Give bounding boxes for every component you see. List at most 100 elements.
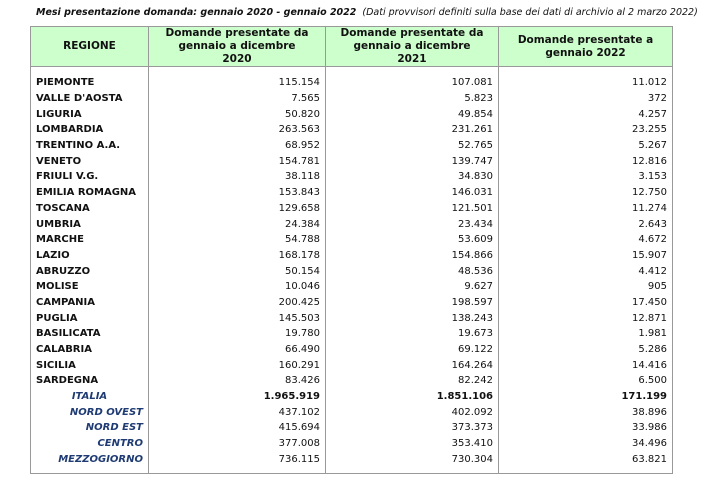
count-cell: 263.563 xyxy=(148,122,326,138)
region-name: TRENTINO A.A. xyxy=(30,137,149,154)
count-cell: 11.012 xyxy=(498,75,673,91)
region-row: FRIULI V.G. 38.118 34.830 3.153 xyxy=(30,169,673,185)
region-row: ABRUZZO 50.154 48.536 4.412 xyxy=(30,263,673,279)
region-row: LOMBARDIA 263.563 231.261 23.255 xyxy=(30,122,673,138)
header-cell: Domande presentate da gennaio a dicembre… xyxy=(148,26,326,67)
count-cell: 372 xyxy=(498,90,673,107)
region-row: PIEMONTE 115.154 107.081 11.012 xyxy=(30,75,673,91)
count-cell: 437.102 xyxy=(148,404,326,421)
count-cell: 38.118 xyxy=(148,169,326,185)
summary-row: MEZZOGIORNO 736.115 730.304 63.821 xyxy=(30,451,673,474)
count-cell: 5.267 xyxy=(498,137,673,154)
region-name: FRIULI V.G. xyxy=(30,169,149,185)
region-name: LAZIO xyxy=(30,247,149,264)
count-cell: 121.501 xyxy=(325,200,499,217)
count-cell: 905 xyxy=(498,278,673,295)
count-cell: 69.122 xyxy=(325,341,499,358)
count-cell: 34.496 xyxy=(498,435,673,452)
table-body: PIEMONTE 115.154 107.081 11.012 VALLE D'AOST… xyxy=(30,66,673,474)
header-cell: Domande presentate a gennaio 2022 xyxy=(498,26,673,67)
header-cell: REGIONE xyxy=(30,26,149,67)
region-row: TOSCANA 129.658 121.501 11.274 xyxy=(30,200,673,217)
region-name: CAMPANIA xyxy=(30,294,149,311)
count-cell: 402.092 xyxy=(325,404,499,421)
count-cell: 139.747 xyxy=(325,153,499,170)
region-row: TRENTINO A.A. 68.952 52.765 5.267 xyxy=(30,137,673,154)
region-row: LIGURIA 50.820 49.854 4.257 xyxy=(30,106,673,123)
region-row: SARDEGNA 83.426 82.242 6.500 xyxy=(30,373,673,389)
region-name: CENTRO xyxy=(30,435,149,452)
data-table: REGIONE Domande presentate da gennaio a … xyxy=(30,26,673,475)
region-name: UMBRIA xyxy=(30,216,149,232)
region-name: LOMBARDIA xyxy=(30,122,149,138)
count-cell: 5.823 xyxy=(325,90,499,107)
region-row: CALABRIA 66.490 69.122 5.286 xyxy=(30,341,673,358)
count-cell: 83.426 xyxy=(148,373,326,389)
summary-row: NORD EST 415.694 373.373 33.986 xyxy=(30,420,673,436)
region-name: NORD OVEST xyxy=(30,404,149,421)
region-name: MOLISE xyxy=(30,278,149,295)
count-cell: 4.257 xyxy=(498,106,673,123)
count-cell: 373.373 xyxy=(325,420,499,436)
count-cell: 115.154 xyxy=(148,75,326,91)
count-cell: 164.264 xyxy=(325,357,499,374)
count-cell: 198.597 xyxy=(325,294,499,311)
count-cell: 1.965.919 xyxy=(148,388,326,405)
region-name: VALLE D'AOSTA xyxy=(30,90,149,107)
count-cell: 145.503 xyxy=(148,310,326,326)
count-cell: 146.031 xyxy=(325,184,499,201)
count-cell: 200.425 xyxy=(148,294,326,311)
region-name: ABRUZZO xyxy=(30,263,149,279)
count-cell: 231.261 xyxy=(325,122,499,138)
count-cell: 34.830 xyxy=(325,169,499,185)
region-name: SICILIA xyxy=(30,357,149,374)
count-cell: 24.384 xyxy=(148,216,326,232)
region-row: MOLISE 10.046 9.627 905 xyxy=(30,278,673,295)
count-cell: 33.986 xyxy=(498,420,673,436)
count-cell: 12.871 xyxy=(498,310,673,326)
count-cell: 377.008 xyxy=(148,435,326,452)
count-cell: 5.286 xyxy=(498,341,673,358)
region-name: ITALIA xyxy=(30,388,149,405)
spacer-row xyxy=(30,66,673,75)
region-row: EMILIA ROMAGNA 153.843 146.031 12.750 xyxy=(30,184,673,201)
count-cell: 15.907 xyxy=(498,247,673,264)
region-name: TOSCANA xyxy=(30,200,149,217)
count-cell: 82.242 xyxy=(325,373,499,389)
summary-row: NORD OVEST 437.102 402.092 38.896 xyxy=(30,404,673,421)
count-cell: 49.854 xyxy=(325,106,499,123)
count-cell: 1.981 xyxy=(498,326,673,342)
region-name: PUGLIA xyxy=(30,310,149,326)
count-cell: 38.896 xyxy=(498,404,673,421)
count-cell: 54.788 xyxy=(148,231,326,248)
count-cell: 736.115 xyxy=(148,451,326,474)
count-cell: 19.673 xyxy=(325,326,499,342)
region-row: CAMPANIA 200.425 198.597 17.450 xyxy=(30,294,673,311)
region-row: VENETO 154.781 139.747 12.816 xyxy=(30,153,673,170)
count-cell: 50.820 xyxy=(148,106,326,123)
count-cell: 66.490 xyxy=(148,341,326,358)
header-cell: Domande presentate da gennaio a dicembre… xyxy=(325,26,499,67)
count-cell: 23.255 xyxy=(498,122,673,138)
region-row: LAZIO 168.178 154.866 15.907 xyxy=(30,247,673,264)
count-cell: 3.153 xyxy=(498,169,673,185)
header-row: REGIONE Domande presentate da gennaio a … xyxy=(30,26,673,67)
count-cell: 4.672 xyxy=(498,231,673,248)
count-cell: 23.434 xyxy=(325,216,499,232)
count-cell: 7.565 xyxy=(148,90,326,107)
count-cell: 12.750 xyxy=(498,184,673,201)
count-cell: 68.952 xyxy=(148,137,326,154)
region-row: BASILICATA 19.780 19.673 1.981 xyxy=(30,326,673,342)
count-cell: 11.274 xyxy=(498,200,673,217)
count-cell: 6.500 xyxy=(498,373,673,389)
count-cell: 171.199 xyxy=(498,388,673,405)
region-name: LIGURIA xyxy=(30,106,149,123)
count-cell: 415.694 xyxy=(148,420,326,436)
count-cell: 52.765 xyxy=(325,137,499,154)
count-cell: 154.866 xyxy=(325,247,499,264)
count-cell: 63.821 xyxy=(498,451,673,474)
region-name: CALABRIA xyxy=(30,341,149,358)
count-cell: 2.643 xyxy=(498,216,673,232)
region-name: NORD EST xyxy=(30,420,149,436)
